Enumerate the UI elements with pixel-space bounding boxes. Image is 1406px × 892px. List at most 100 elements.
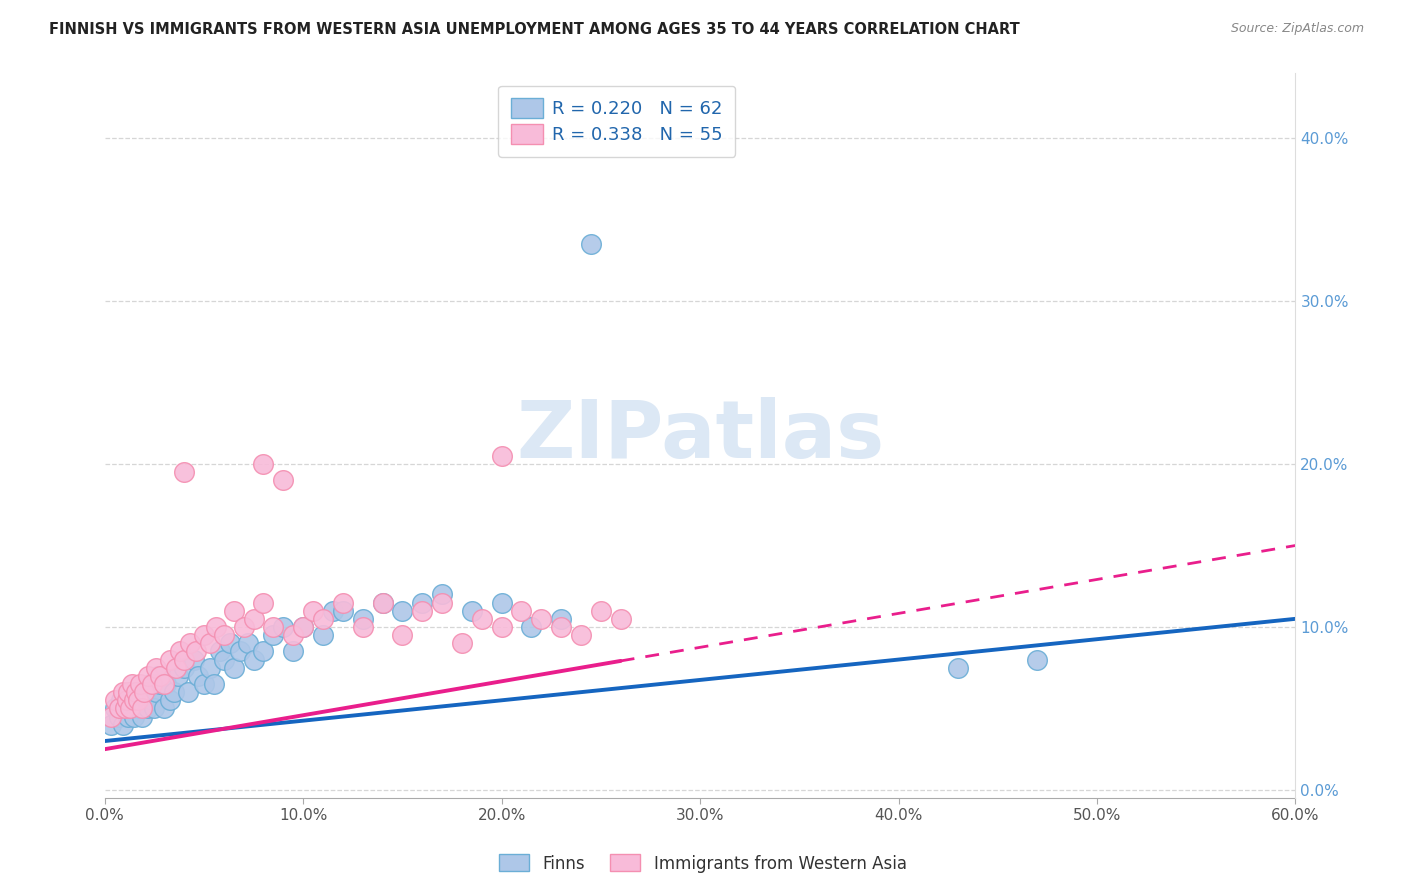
Point: [177, 685, 200, 699]
Point: [204, 620, 226, 634]
Point: [411, 595, 433, 609]
Point: [271, 620, 294, 634]
Point: [609, 612, 631, 626]
Legend: R = 0.220   N = 62, R = 0.338   N = 55: R = 0.220 N = 62, R = 0.338 N = 55: [498, 86, 735, 157]
Point: [173, 465, 195, 479]
Text: ZIPatlas: ZIPatlas: [516, 397, 884, 475]
Point: [198, 661, 221, 675]
Point: [451, 636, 474, 650]
Point: [124, 709, 146, 723]
Point: [202, 677, 225, 691]
Point: [115, 693, 138, 707]
Point: [159, 652, 181, 666]
Point: [163, 685, 186, 699]
Point: [491, 620, 513, 634]
Point: [120, 685, 142, 699]
Point: [371, 595, 394, 609]
Point: [242, 652, 264, 666]
Legend: Finns, Immigrants from Western Asia: Finns, Immigrants from Western Asia: [492, 847, 914, 880]
Point: [134, 685, 156, 699]
Point: [138, 669, 160, 683]
Point: [262, 628, 284, 642]
Point: [242, 612, 264, 626]
Point: [283, 644, 305, 658]
Point: [252, 595, 274, 609]
Point: [104, 693, 127, 707]
Point: [129, 677, 152, 691]
Point: [550, 612, 572, 626]
Point: [110, 693, 132, 707]
Point: [218, 636, 240, 650]
Point: [430, 587, 453, 601]
Point: [550, 620, 572, 634]
Point: [149, 669, 172, 683]
Point: [461, 604, 484, 618]
Point: [141, 677, 163, 691]
Text: FINNISH VS IMMIGRANTS FROM WESTERN ASIA UNEMPLOYMENT AMONG AGES 35 TO 44 YEARS C: FINNISH VS IMMIGRANTS FROM WESTERN ASIA …: [49, 22, 1019, 37]
Point: [491, 449, 513, 463]
Point: [173, 661, 195, 675]
Point: [129, 693, 152, 707]
Point: [121, 701, 143, 715]
Point: [262, 620, 284, 634]
Point: [159, 693, 181, 707]
Point: [520, 620, 543, 634]
Point: [292, 620, 315, 634]
Point: [107, 709, 129, 723]
Point: [232, 620, 254, 634]
Point: [139, 677, 162, 691]
Point: [153, 701, 176, 715]
Point: [212, 628, 235, 642]
Point: [252, 644, 274, 658]
Point: [589, 604, 612, 618]
Point: [430, 595, 453, 609]
Point: [352, 612, 374, 626]
Point: [134, 685, 156, 699]
Point: [271, 473, 294, 487]
Point: [302, 604, 325, 618]
Text: Source: ZipAtlas.com: Source: ZipAtlas.com: [1230, 22, 1364, 36]
Point: [530, 612, 553, 626]
Point: [124, 693, 146, 707]
Point: [120, 701, 142, 715]
Point: [117, 709, 139, 723]
Point: [149, 677, 172, 691]
Point: [104, 701, 127, 715]
Point: [173, 652, 195, 666]
Point: [165, 661, 187, 675]
Point: [193, 628, 215, 642]
Point: [491, 595, 513, 609]
Point: [100, 717, 122, 731]
Point: [131, 701, 153, 715]
Point: [208, 644, 231, 658]
Point: [391, 628, 413, 642]
Point: [183, 652, 205, 666]
Point: [115, 693, 138, 707]
Point: [117, 685, 139, 699]
Point: [131, 709, 153, 723]
Point: [127, 693, 149, 707]
Point: [138, 701, 160, 715]
Point: [127, 701, 149, 715]
Point: [222, 661, 245, 675]
Point: [167, 669, 190, 683]
Point: [114, 701, 136, 715]
Point: [222, 604, 245, 618]
Point: [187, 669, 209, 683]
Point: [135, 693, 157, 707]
Point: [411, 604, 433, 618]
Point: [148, 669, 170, 683]
Point: [252, 457, 274, 471]
Point: [579, 237, 602, 252]
Point: [1026, 652, 1049, 666]
Point: [111, 685, 134, 699]
Point: [312, 612, 335, 626]
Point: [179, 636, 201, 650]
Point: [184, 644, 207, 658]
Point: [141, 693, 163, 707]
Point: [145, 685, 167, 699]
Point: [283, 628, 305, 642]
Point: [125, 685, 148, 699]
Point: [198, 636, 221, 650]
Point: [332, 604, 354, 618]
